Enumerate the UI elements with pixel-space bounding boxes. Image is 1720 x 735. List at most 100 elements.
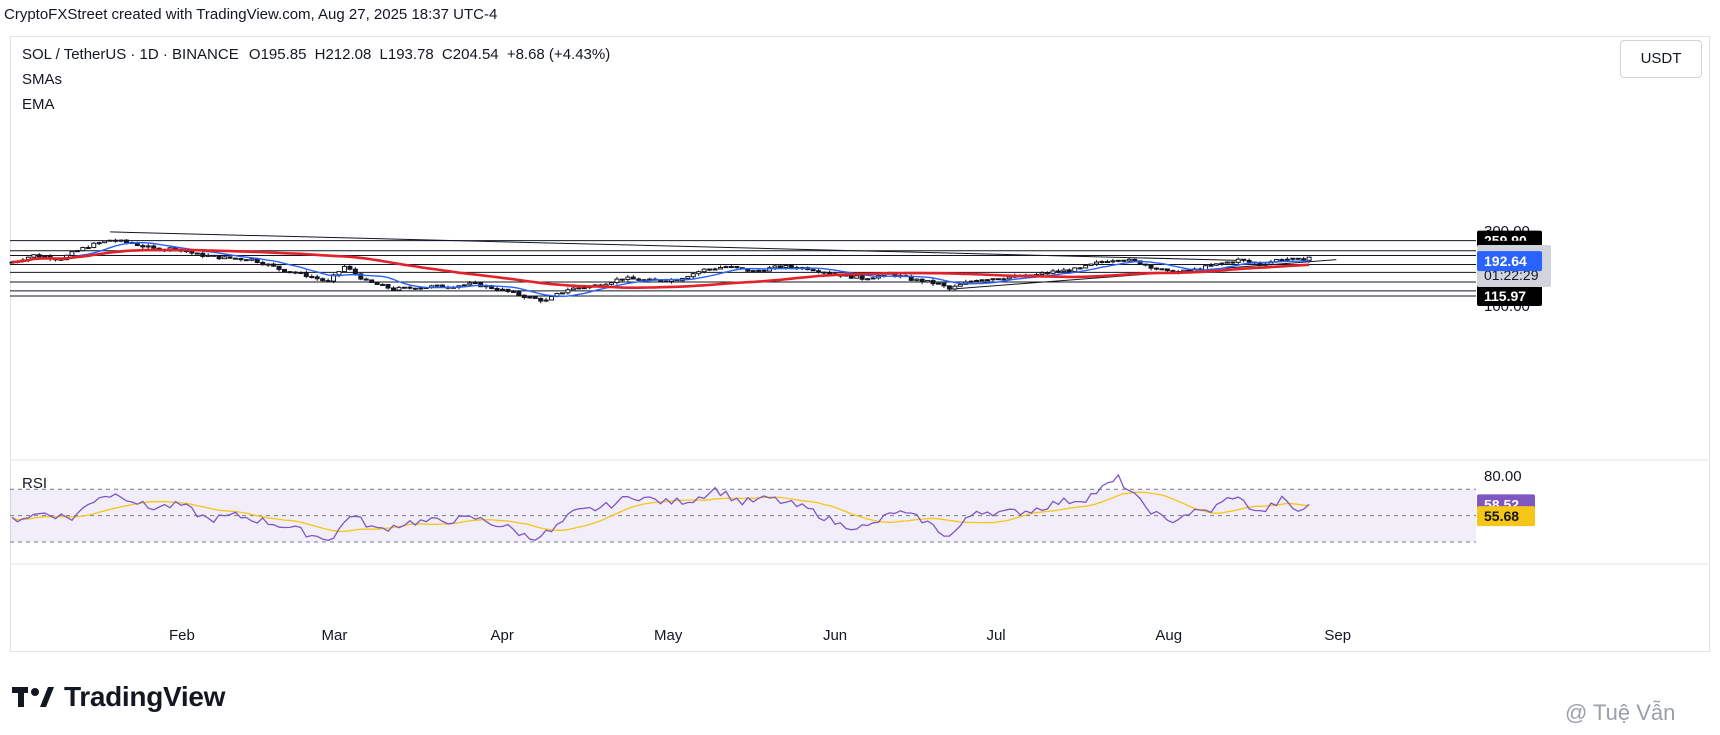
- time-axis-label: Feb: [169, 627, 195, 644]
- candle-up: [712, 268, 718, 271]
- candle-down: [1104, 260, 1110, 263]
- candle-up: [772, 265, 778, 269]
- candle-up: [249, 258, 255, 261]
- candle-down: [995, 278, 1001, 281]
- candle-down: [930, 280, 936, 285]
- candle-up: [434, 284, 440, 287]
- indicator-sma-label[interactable]: SMAs: [22, 71, 63, 88]
- candle-down: [325, 280, 331, 283]
- candle-down: [1279, 259, 1285, 262]
- time-axis-label: Mar: [322, 627, 348, 644]
- candle-down: [734, 266, 740, 269]
- candle-down: [510, 290, 516, 293]
- candle-up: [854, 275, 860, 279]
- candle-down: [1154, 267, 1159, 270]
- candle-down: [1045, 272, 1050, 275]
- watermark: @ Tuệ Vẫn: [1565, 700, 1676, 725]
- candle-up: [1061, 269, 1067, 273]
- candle-up: [145, 245, 151, 248]
- candle-down: [505, 288, 511, 292]
- candle-down: [309, 276, 315, 279]
- candle-down: [123, 239, 129, 243]
- time-axis-label: May: [654, 627, 683, 644]
- rsi-title: RSI: [22, 475, 47, 492]
- candle-up: [107, 239, 113, 242]
- candle-down: [761, 269, 767, 272]
- candle-down: [369, 279, 375, 283]
- candle-up: [701, 268, 707, 273]
- candle-down: [374, 281, 380, 285]
- candle-down: [412, 287, 418, 290]
- candle-down: [211, 254, 217, 257]
- candle-up: [936, 282, 941, 285]
- candle-up: [1039, 272, 1045, 276]
- candle-up: [728, 266, 734, 269]
- candle-up: [570, 287, 576, 291]
- candle-up: [1208, 264, 1214, 267]
- candle-down: [282, 268, 287, 273]
- candle-down: [821, 271, 827, 274]
- candle-down: [232, 257, 238, 260]
- candle-down: [941, 282, 947, 287]
- candle-up: [1290, 257, 1296, 260]
- candle-up: [925, 280, 931, 283]
- candle-down: [380, 283, 386, 286]
- candle-up: [581, 287, 587, 290]
- candle-down: [113, 239, 119, 242]
- candle-down: [189, 251, 195, 254]
- candle-up: [102, 240, 108, 244]
- candle-down: [1295, 257, 1301, 260]
- ohlc-change: +8.68 (+4.43%): [506, 46, 611, 63]
- candle-down: [919, 278, 925, 283]
- candle-up: [1306, 256, 1312, 261]
- candle-up: [565, 289, 571, 294]
- candle-up: [472, 282, 478, 285]
- candle-up: [968, 280, 974, 283]
- candle-up: [461, 284, 467, 287]
- candle-up: [576, 287, 582, 290]
- sma-value-label: 192.64: [1484, 253, 1527, 269]
- candle-down: [478, 282, 484, 288]
- candle-up: [74, 250, 80, 253]
- candle-down: [788, 265, 794, 269]
- candle-up: [952, 285, 958, 290]
- candle-up: [750, 270, 756, 273]
- candle-up: [91, 242, 97, 249]
- candle-down: [663, 280, 669, 283]
- candle-down: [1164, 268, 1170, 272]
- candle-up: [1050, 270, 1056, 274]
- candle-down: [494, 288, 500, 291]
- symbol-legend[interactable]: SOL / TetherUS · 1D · BINANCE O195.85 H2…: [22, 46, 610, 63]
- currency-unit-button[interactable]: USDT: [1620, 40, 1702, 78]
- candle-down: [276, 265, 282, 270]
- sma-line: [11, 242, 1310, 298]
- candle-down: [827, 271, 832, 275]
- candle-up: [707, 268, 713, 271]
- candle-down: [271, 263, 277, 267]
- candle-up: [696, 271, 702, 275]
- candle-up: [69, 251, 75, 256]
- candle-down: [538, 297, 544, 302]
- time-axis-label: Aug: [1155, 627, 1182, 644]
- candle-up: [80, 246, 86, 252]
- candle-down: [303, 272, 309, 278]
- ohlc-low: L193.78: [379, 46, 434, 63]
- candle-up: [298, 272, 304, 275]
- candle-down: [314, 276, 320, 280]
- candle-down: [946, 285, 952, 290]
- candle-up: [614, 278, 620, 284]
- candle-up: [974, 279, 980, 282]
- candle-down: [619, 278, 625, 281]
- rsi-ma-value-label: 55.68: [1484, 508, 1519, 524]
- candle-down: [227, 256, 233, 259]
- candle-up: [957, 283, 963, 287]
- indicator-ema-label[interactable]: EMA: [22, 96, 55, 113]
- candle-up: [1099, 260, 1105, 263]
- candle-up: [1219, 262, 1225, 265]
- candle-up: [559, 292, 565, 295]
- candle-down: [1055, 270, 1061, 273]
- candle-up: [467, 282, 473, 286]
- candle-up: [1263, 263, 1268, 266]
- candle-down: [352, 268, 358, 275]
